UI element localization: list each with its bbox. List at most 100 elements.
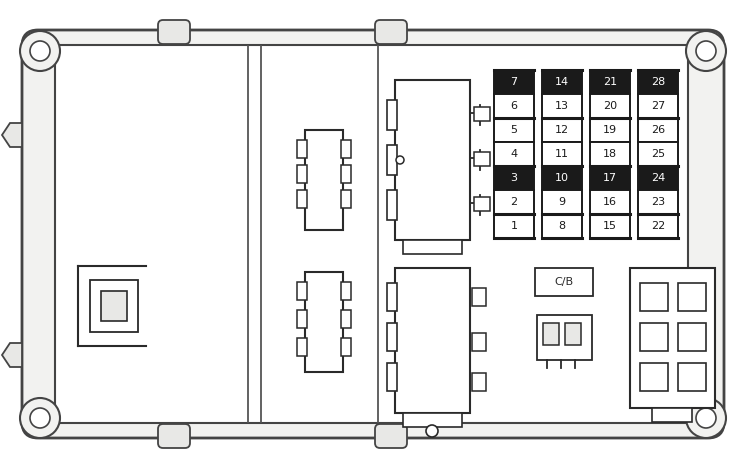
Text: 14: 14 [555, 77, 569, 87]
Text: 2: 2 [510, 197, 518, 207]
Circle shape [20, 31, 60, 71]
Bar [640, 363, 668, 391]
Circle shape [686, 398, 726, 438]
Text: 22: 22 [651, 221, 665, 231]
Bar [297, 140, 307, 158]
Bar [542, 94, 582, 118]
Bar [678, 363, 706, 391]
Bar [341, 165, 351, 183]
Bar [590, 190, 630, 214]
Text: 18: 18 [603, 149, 617, 159]
Text: 13: 13 [555, 101, 569, 111]
Text: 15: 15 [603, 221, 617, 231]
Bar [387, 190, 397, 220]
Bar [537, 315, 592, 360]
Circle shape [686, 31, 726, 71]
Bar [474, 197, 490, 211]
Bar [472, 333, 486, 351]
Bar [387, 145, 397, 175]
Text: 4: 4 [510, 149, 518, 159]
Bar [590, 142, 630, 166]
Bar [678, 283, 706, 311]
Text: 9: 9 [559, 197, 565, 207]
Bar [101, 291, 127, 321]
Text: 26: 26 [651, 125, 665, 135]
Bar [387, 283, 397, 311]
Bar [590, 166, 630, 190]
FancyBboxPatch shape [158, 424, 190, 448]
Bar [387, 363, 397, 391]
Bar [494, 142, 534, 166]
Text: 11: 11 [555, 149, 569, 159]
Bar [341, 190, 351, 208]
Text: 8: 8 [559, 221, 565, 231]
Bar [590, 214, 630, 238]
Bar [341, 338, 351, 356]
Bar [543, 323, 559, 345]
Bar [305, 272, 343, 372]
Circle shape [20, 398, 60, 438]
Bar [542, 70, 582, 94]
Text: 19: 19 [603, 125, 617, 135]
Bar [55, 45, 688, 423]
Bar [395, 80, 470, 240]
Bar [630, 268, 715, 408]
Polygon shape [2, 343, 22, 367]
Text: 16: 16 [603, 197, 617, 207]
Circle shape [30, 41, 50, 61]
Text: 12: 12 [555, 125, 569, 135]
Text: 23: 23 [651, 197, 665, 207]
Circle shape [426, 425, 438, 437]
Bar [90, 280, 138, 332]
Bar [640, 283, 668, 311]
Bar [638, 94, 678, 118]
Text: 20: 20 [603, 101, 617, 111]
Circle shape [696, 41, 716, 61]
Bar [341, 282, 351, 300]
Text: 21: 21 [603, 77, 617, 87]
Bar [297, 282, 307, 300]
Polygon shape [2, 123, 22, 147]
Bar [472, 288, 486, 306]
Text: 10: 10 [555, 173, 569, 183]
Bar [638, 166, 678, 190]
Bar [542, 190, 582, 214]
Text: 6: 6 [510, 101, 518, 111]
Bar [297, 338, 307, 356]
Bar [638, 142, 678, 166]
Text: 17: 17 [603, 173, 617, 183]
Bar [494, 94, 534, 118]
Text: 7: 7 [510, 77, 518, 87]
Text: 27: 27 [651, 101, 665, 111]
Text: 5: 5 [510, 125, 518, 135]
Bar [494, 118, 534, 142]
FancyBboxPatch shape [22, 30, 724, 438]
Bar [494, 214, 534, 238]
Bar [542, 118, 582, 142]
FancyBboxPatch shape [158, 20, 190, 44]
Bar [387, 323, 397, 351]
Bar [472, 373, 486, 391]
Bar [638, 70, 678, 94]
Bar [297, 190, 307, 208]
Circle shape [696, 408, 716, 428]
Bar [652, 408, 692, 422]
FancyBboxPatch shape [375, 20, 407, 44]
Bar [387, 100, 397, 130]
Bar [341, 140, 351, 158]
Bar [341, 310, 351, 328]
Bar [297, 165, 307, 183]
Bar [638, 118, 678, 142]
Bar [640, 323, 668, 351]
Bar [638, 214, 678, 238]
Bar [542, 166, 582, 190]
Bar [542, 142, 582, 166]
Circle shape [30, 408, 50, 428]
Bar [494, 190, 534, 214]
Bar [590, 70, 630, 94]
Circle shape [396, 156, 404, 164]
Bar [403, 240, 462, 254]
Bar [474, 107, 490, 121]
Text: 24: 24 [651, 173, 665, 183]
Bar [590, 94, 630, 118]
